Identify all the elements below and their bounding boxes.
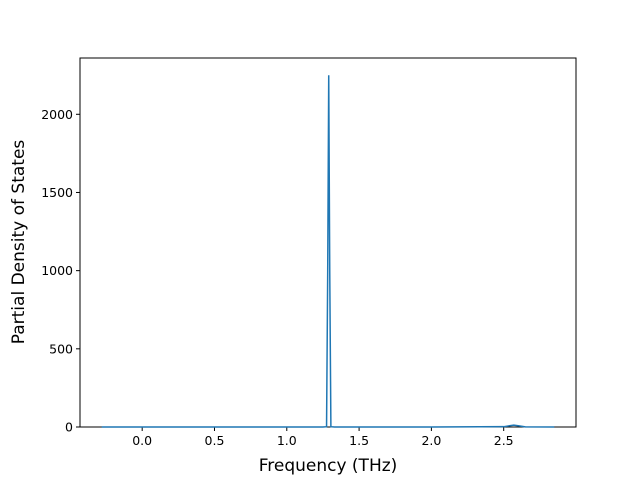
axes-frame [79,57,577,428]
y-axis-label: Partial Density of States [9,140,29,345]
line-series [101,75,555,428]
x-tick-label: 0.5 [205,433,225,448]
x-tick-label: 1.0 [277,433,297,448]
y-tick-label: 1000 [41,263,73,278]
x-tick-label: 2.0 [421,433,441,448]
x-axis-label: Frequency (THz) [259,456,398,476]
x-tick-label: 0.0 [132,433,152,448]
y-tick-label: 2000 [41,107,73,122]
y-tick-label: 0 [65,420,73,435]
x-tick-label: 2.5 [494,433,514,448]
y-tick-label: 1500 [41,185,73,200]
y-tick-label: 500 [49,341,73,356]
x-tick-label: 1.5 [349,433,369,448]
